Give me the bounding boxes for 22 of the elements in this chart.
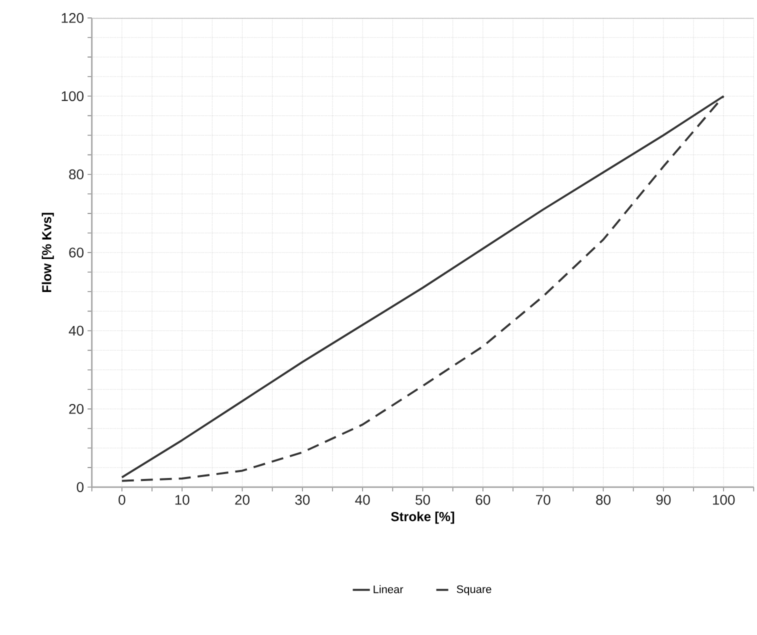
x-axis-title: Stroke [%] bbox=[391, 512, 454, 524]
x-tick-label: 50 bbox=[416, 494, 430, 505]
y-tick-label: 80 bbox=[69, 169, 84, 180]
y-tick-label: 100 bbox=[62, 91, 84, 102]
x-tick-label: 70 bbox=[536, 494, 550, 505]
x-tick-label: 40 bbox=[355, 494, 370, 505]
x-tick-label: 30 bbox=[295, 494, 310, 505]
y-tick-label: 0 bbox=[76, 482, 84, 492]
x-tick-label: 80 bbox=[596, 494, 610, 505]
y-axis-title: Flow [% Kvs] bbox=[42, 212, 54, 292]
x-tick-label: 100 bbox=[713, 494, 735, 505]
legend-label: Square bbox=[456, 585, 492, 596]
x-tick-label: 0 bbox=[118, 494, 126, 505]
y-tick-label: 20 bbox=[69, 404, 84, 414]
x-tick-label: 10 bbox=[175, 494, 190, 505]
y-tick-label: 120 bbox=[62, 13, 84, 23]
x-tick-label: 90 bbox=[656, 494, 671, 505]
x-tick-label: 60 bbox=[476, 494, 490, 505]
y-tick-label: 40 bbox=[68, 326, 84, 336]
x-tick-label: 20 bbox=[235, 494, 250, 505]
y-tick-label: 60 bbox=[69, 248, 84, 258]
legend-label: Linear bbox=[374, 585, 404, 594]
